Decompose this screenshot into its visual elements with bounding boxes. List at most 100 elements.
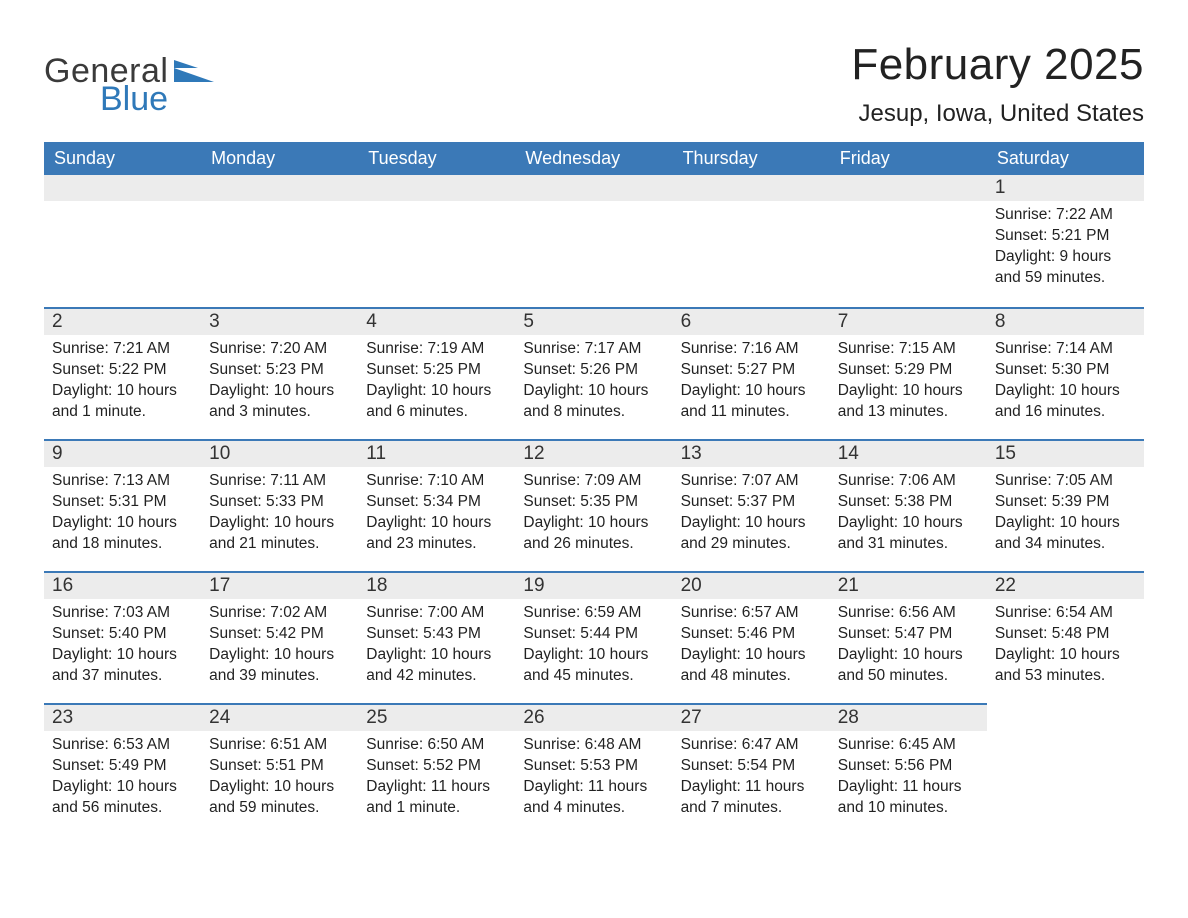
calendar-cell: 21Sunrise: 6:56 AMSunset: 5:47 PMDayligh… [830,571,987,703]
day-details: Sunrise: 7:15 AMSunset: 5:29 PMDaylight:… [830,335,987,423]
day-cell: 11Sunrise: 7:10 AMSunset: 5:34 PMDayligh… [358,439,515,571]
sunset-line: Sunset: 5:35 PM [523,492,666,513]
daylight-line: Daylight: 11 hours and 7 minutes. [681,777,824,819]
sunrise-line: Sunrise: 6:48 AM [523,735,666,756]
sunrise-line: Sunrise: 6:51 AM [209,735,352,756]
day-details: Sunrise: 7:00 AMSunset: 5:43 PMDaylight:… [358,599,515,687]
calendar-row: 16Sunrise: 7:03 AMSunset: 5:40 PMDayligh… [44,571,1144,703]
sunset-line: Sunset: 5:37 PM [681,492,824,513]
sunset-line: Sunset: 5:29 PM [838,360,981,381]
logo: General Blue [44,40,214,116]
sunrise-line: Sunrise: 7:05 AM [995,471,1138,492]
daylight-line: Daylight: 10 hours and 23 minutes. [366,513,509,555]
day-details: Sunrise: 6:50 AMSunset: 5:52 PMDaylight:… [358,731,515,819]
daylight-line: Daylight: 9 hours and 59 minutes. [995,247,1138,289]
daylight-line: Daylight: 10 hours and 59 minutes. [209,777,352,819]
calendar-cell: 1Sunrise: 7:22 AMSunset: 5:21 PMDaylight… [987,175,1144,307]
sunrise-line: Sunrise: 7:21 AM [52,339,195,360]
location: Jesup, Iowa, United States [851,100,1144,128]
day-cell: 5Sunrise: 7:17 AMSunset: 5:26 PMDaylight… [515,307,672,439]
empty-day-bar [515,175,672,201]
day-cell: 27Sunrise: 6:47 AMSunset: 5:54 PMDayligh… [673,703,830,835]
calendar-cell: 20Sunrise: 6:57 AMSunset: 5:46 PMDayligh… [673,571,830,703]
day-number: 13 [673,439,830,467]
day-details: Sunrise: 7:17 AMSunset: 5:26 PMDaylight:… [515,335,672,423]
day-cell: 25Sunrise: 6:50 AMSunset: 5:52 PMDayligh… [358,703,515,835]
sunrise-line: Sunrise: 7:17 AM [523,339,666,360]
day-details: Sunrise: 6:54 AMSunset: 5:48 PMDaylight:… [987,599,1144,687]
sunrise-line: Sunrise: 6:56 AM [838,603,981,624]
logo-text-blue: Blue [100,82,214,116]
weekday-header: Saturday [987,142,1144,175]
day-details: Sunrise: 7:16 AMSunset: 5:27 PMDaylight:… [673,335,830,423]
day-details: Sunrise: 7:06 AMSunset: 5:38 PMDaylight:… [830,467,987,555]
sunrise-line: Sunrise: 6:59 AM [523,603,666,624]
calendar-cell: 15Sunrise: 7:05 AMSunset: 5:39 PMDayligh… [987,439,1144,571]
sunset-line: Sunset: 5:43 PM [366,624,509,645]
day-details: Sunrise: 7:21 AMSunset: 5:22 PMDaylight:… [44,335,201,423]
day-number: 2 [44,307,201,335]
day-number: 12 [515,439,672,467]
sunrise-line: Sunrise: 6:57 AM [681,603,824,624]
sunset-line: Sunset: 5:40 PM [52,624,195,645]
day-cell: 3Sunrise: 7:20 AMSunset: 5:23 PMDaylight… [201,307,358,439]
weekday-header: Monday [201,142,358,175]
sunset-line: Sunset: 5:46 PM [681,624,824,645]
day-cell: 28Sunrise: 6:45 AMSunset: 5:56 PMDayligh… [830,703,987,835]
sunrise-line: Sunrise: 7:07 AM [681,471,824,492]
daylight-line: Daylight: 10 hours and 45 minutes. [523,645,666,687]
sunrise-line: Sunrise: 6:53 AM [52,735,195,756]
day-details: Sunrise: 7:14 AMSunset: 5:30 PMDaylight:… [987,335,1144,423]
day-details: Sunrise: 7:22 AMSunset: 5:21 PMDaylight:… [987,201,1144,289]
day-number: 21 [830,571,987,599]
calendar-cell [987,703,1144,835]
day-details: Sunrise: 7:02 AMSunset: 5:42 PMDaylight:… [201,599,358,687]
day-details: Sunrise: 6:51 AMSunset: 5:51 PMDaylight:… [201,731,358,819]
day-cell: 15Sunrise: 7:05 AMSunset: 5:39 PMDayligh… [987,439,1144,571]
calendar-cell: 25Sunrise: 6:50 AMSunset: 5:52 PMDayligh… [358,703,515,835]
daylight-line: Daylight: 10 hours and 31 minutes. [838,513,981,555]
sunset-line: Sunset: 5:38 PM [838,492,981,513]
calendar-cell: 17Sunrise: 7:02 AMSunset: 5:42 PMDayligh… [201,571,358,703]
calendar-cell: 11Sunrise: 7:10 AMSunset: 5:34 PMDayligh… [358,439,515,571]
daylight-line: Daylight: 10 hours and 37 minutes. [52,645,195,687]
day-number: 18 [358,571,515,599]
calendar-cell: 8Sunrise: 7:14 AMSunset: 5:30 PMDaylight… [987,307,1144,439]
sunset-line: Sunset: 5:42 PM [209,624,352,645]
sunrise-line: Sunrise: 7:00 AM [366,603,509,624]
calendar-cell: 4Sunrise: 7:19 AMSunset: 5:25 PMDaylight… [358,307,515,439]
day-number: 7 [830,307,987,335]
day-details: Sunrise: 7:03 AMSunset: 5:40 PMDaylight:… [44,599,201,687]
day-details: Sunrise: 7:07 AMSunset: 5:37 PMDaylight:… [673,467,830,555]
daylight-line: Daylight: 10 hours and 48 minutes. [681,645,824,687]
calendar-page: General Blue February 2025 Jesup, Iowa, … [0,0,1188,865]
calendar-cell [515,175,672,307]
daylight-line: Daylight: 10 hours and 1 minute. [52,381,195,423]
day-details: Sunrise: 7:13 AMSunset: 5:31 PMDaylight:… [44,467,201,555]
sunset-line: Sunset: 5:34 PM [366,492,509,513]
sunset-line: Sunset: 5:53 PM [523,756,666,777]
day-number: 15 [987,439,1144,467]
calendar-row: 1Sunrise: 7:22 AMSunset: 5:21 PMDaylight… [44,175,1144,307]
day-number: 22 [987,571,1144,599]
daylight-line: Daylight: 10 hours and 18 minutes. [52,513,195,555]
sunset-line: Sunset: 5:52 PM [366,756,509,777]
sunset-line: Sunset: 5:31 PM [52,492,195,513]
calendar-body: 1Sunrise: 7:22 AMSunset: 5:21 PMDaylight… [44,175,1144,835]
day-cell: 20Sunrise: 6:57 AMSunset: 5:46 PMDayligh… [673,571,830,703]
daylight-line: Daylight: 10 hours and 39 minutes. [209,645,352,687]
day-cell: 17Sunrise: 7:02 AMSunset: 5:42 PMDayligh… [201,571,358,703]
day-cell: 23Sunrise: 6:53 AMSunset: 5:49 PMDayligh… [44,703,201,835]
sunset-line: Sunset: 5:26 PM [523,360,666,381]
sunset-line: Sunset: 5:33 PM [209,492,352,513]
daylight-line: Daylight: 10 hours and 6 minutes. [366,381,509,423]
sunset-line: Sunset: 5:23 PM [209,360,352,381]
day-number: 3 [201,307,358,335]
weekday-header: Sunday [44,142,201,175]
day-cell: 24Sunrise: 6:51 AMSunset: 5:51 PMDayligh… [201,703,358,835]
daylight-line: Daylight: 10 hours and 21 minutes. [209,513,352,555]
day-cell: 12Sunrise: 7:09 AMSunset: 5:35 PMDayligh… [515,439,672,571]
sunset-line: Sunset: 5:27 PM [681,360,824,381]
calendar-cell [830,175,987,307]
day-number: 24 [201,703,358,731]
